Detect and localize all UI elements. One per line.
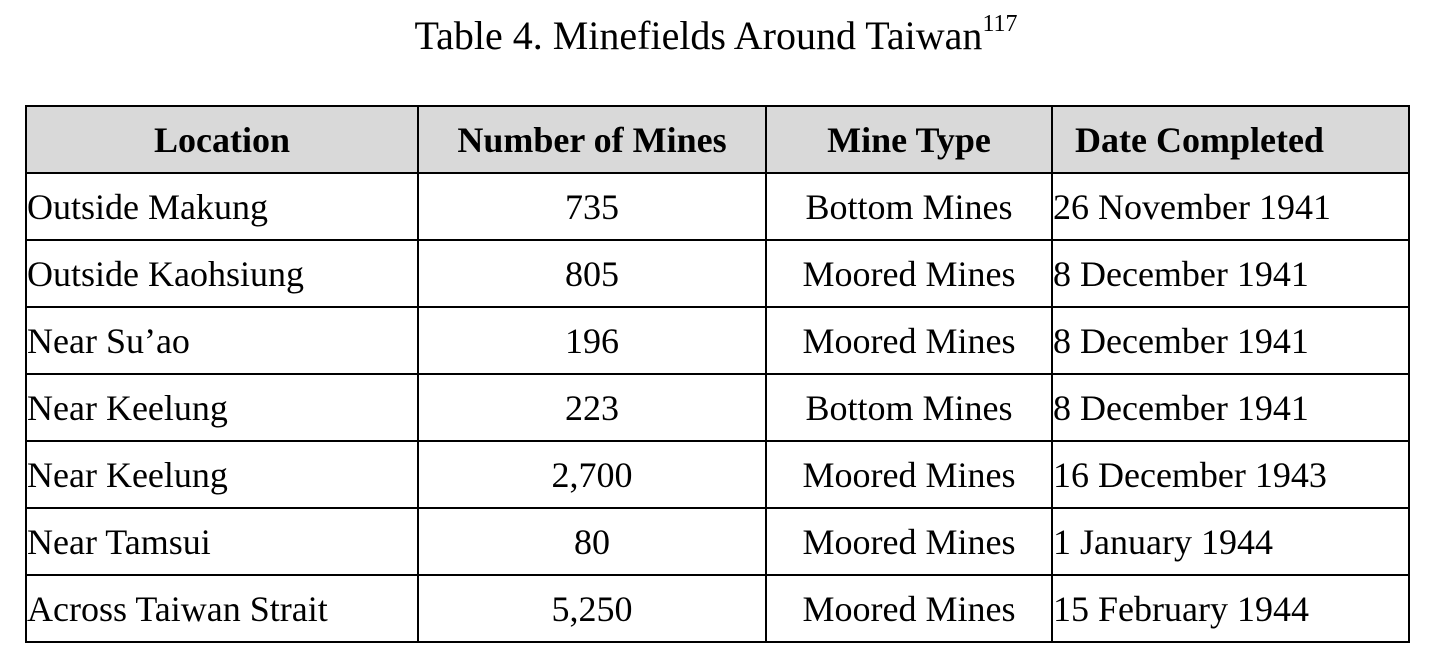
header-mine-type: Mine Type — [765, 105, 1053, 174]
cell-location: Near Keelung — [25, 373, 419, 442]
cell-number-of-mines: 2,700 — [417, 440, 767, 509]
cell-date-completed: 8 December 1941 — [1051, 239, 1410, 308]
cell-date-completed: 8 December 1941 — [1051, 306, 1410, 375]
cell-location: Near Keelung — [25, 440, 419, 509]
cell-number-of-mines: 196 — [417, 306, 767, 375]
cell-location: Outside Kaohsiung — [25, 239, 419, 308]
header-location: Location — [25, 105, 419, 174]
table-row: Across Taiwan Strait 5,250 Moored Mines … — [25, 574, 1410, 643]
cell-mine-type: Moored Mines — [765, 306, 1053, 375]
cell-location: Near Su’ao — [25, 306, 419, 375]
cell-number-of-mines: 735 — [417, 172, 767, 241]
cell-date-completed: 26 November 1941 — [1051, 172, 1410, 241]
cell-number-of-mines: 223 — [417, 373, 767, 442]
cell-number-of-mines: 5,250 — [417, 574, 767, 643]
table-caption: Table 4. Minefields Around Taiwan117 — [0, 10, 1432, 62]
cell-location: Near Tamsui — [25, 507, 419, 576]
cell-mine-type: Moored Mines — [765, 440, 1053, 509]
table-row: Near Su’ao 196 Moored Mines 8 December 1… — [25, 306, 1410, 375]
cell-date-completed: 16 December 1943 — [1051, 440, 1410, 509]
header-number-of-mines: Number of Mines — [417, 105, 767, 174]
cell-number-of-mines: 80 — [417, 507, 767, 576]
cell-location: Across Taiwan Strait — [25, 574, 419, 643]
minefields-table: Location Number of Mines Mine Type Date … — [25, 105, 1410, 643]
cell-mine-type: Bottom Mines — [765, 172, 1053, 241]
header-date-completed: Date Completed — [1051, 105, 1410, 174]
table-header: Location Number of Mines Mine Type Date … — [25, 105, 1410, 174]
table-body: Outside Makung 735 Bottom Mines 26 Novem… — [25, 172, 1410, 643]
cell-mine-type: Moored Mines — [765, 574, 1053, 643]
cell-date-completed: 1 January 1944 — [1051, 507, 1410, 576]
cell-number-of-mines: 805 — [417, 239, 767, 308]
header-row: Location Number of Mines Mine Type Date … — [25, 105, 1410, 174]
table-row: Near Keelung 2,700 Moored Mines 16 Decem… — [25, 440, 1410, 509]
table-row: Near Tamsui 80 Moored Mines 1 January 19… — [25, 507, 1410, 576]
caption-text: Table 4. Minefields Around Taiwan — [414, 13, 983, 58]
cell-mine-type: Moored Mines — [765, 507, 1053, 576]
caption-footnote: 117 — [982, 11, 1018, 37]
table-row: Outside Makung 735 Bottom Mines 26 Novem… — [25, 172, 1410, 241]
cell-date-completed: 15 February 1944 — [1051, 574, 1410, 643]
cell-date-completed: 8 December 1941 — [1051, 373, 1410, 442]
cell-mine-type: Bottom Mines — [765, 373, 1053, 442]
table-row: Near Keelung 223 Bottom Mines 8 December… — [25, 373, 1410, 442]
cell-location: Outside Makung — [25, 172, 419, 241]
table-row: Outside Kaohsiung 805 Moored Mines 8 Dec… — [25, 239, 1410, 308]
cell-mine-type: Moored Mines — [765, 239, 1053, 308]
